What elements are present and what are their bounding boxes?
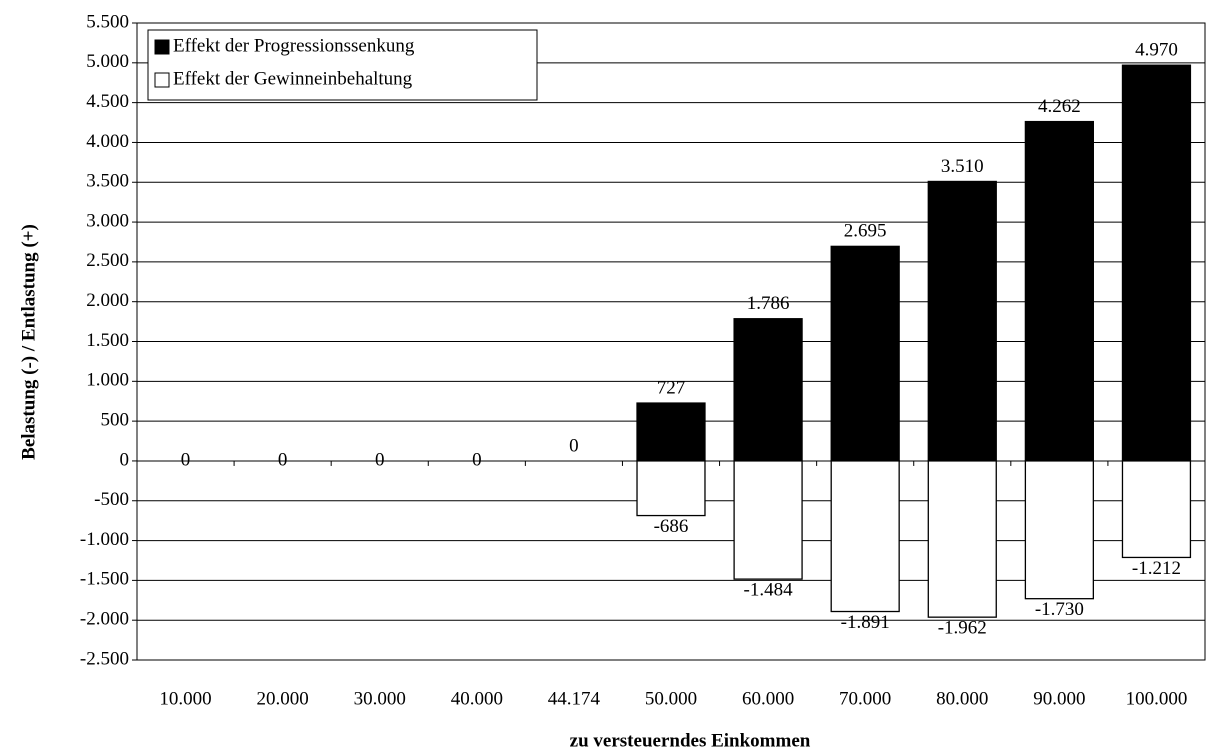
data-label: 0 [278,449,288,470]
data-label: 727 [657,377,686,398]
bar [927,180,997,462]
bar [636,402,706,462]
bar [830,460,900,613]
data-label: 0 [472,449,482,470]
bar [636,460,706,517]
data-label: 3.510 [941,156,984,177]
data-label: 2.695 [844,221,887,242]
data-label: 4.970 [1135,40,1178,61]
y-tick-label: -1.500 [80,569,129,590]
y-tick-label: -2.500 [80,648,129,669]
bar [1024,460,1094,600]
data-label: -1.484 [744,579,794,600]
y-tick-label: 1.000 [86,370,129,391]
y-tick-label: 4.500 [86,91,129,112]
plot-frame [136,22,1206,661]
y-tick-label: 4.000 [86,131,129,152]
data-label: 0 [569,435,579,456]
y-tick-label: -500 [94,489,129,510]
data-label: -1.962 [938,618,987,639]
data-label: 1.786 [747,293,790,314]
x-tick-label: 60.000 [742,688,794,709]
data-label: -1.730 [1035,599,1084,620]
legend-swatch [154,39,170,55]
legend-box [147,29,538,101]
legend-swatch [154,72,170,88]
y-tick-label: 500 [101,409,130,430]
y-tick-label: -2.000 [80,609,129,630]
bar [1024,120,1094,462]
bar [830,245,900,462]
data-label: 4.262 [1038,96,1081,117]
bar [733,460,803,580]
bar [733,318,803,462]
y-axis-title: Belastung (-) / Entlastung (+) [18,224,39,460]
x-tick-label: 30.000 [354,688,406,709]
y-tick-label: 2.000 [86,290,129,311]
x-tick-label: 50.000 [645,688,697,709]
data-label: -686 [654,516,689,537]
y-tick-label: 3.000 [86,210,129,231]
x-tick-label: 80.000 [936,688,988,709]
legend-label: Effekt der Gewinneinbehaltung [173,68,413,89]
x-tick-label: 44.174 [548,688,601,709]
x-tick-label: 10.000 [159,688,211,709]
x-axis-title: zu versteuerndes Einkommen [570,730,811,751]
y-tick-label: -1.000 [80,529,129,550]
data-label: 0 [181,449,191,470]
y-tick-label: 1.500 [86,330,129,351]
y-tick-label: 0 [120,449,130,470]
y-tick-label: 5.500 [86,11,129,32]
x-tick-label: 20.000 [257,688,309,709]
data-label: 0 [375,449,385,470]
x-tick-label: 40.000 [451,688,503,709]
y-tick-label: 5.000 [86,51,129,72]
data-label: -1.891 [841,612,890,633]
y-tick-label: 2.500 [86,250,129,271]
x-tick-label: 70.000 [839,688,891,709]
bar [1121,460,1192,559]
x-tick-label: 100.000 [1126,688,1188,709]
bar [1121,64,1192,462]
bar [927,460,997,618]
data-label: -1.212 [1132,558,1181,579]
y-tick-label: 3.500 [86,171,129,192]
legend-label: Effekt der Progressionssenkung [173,35,415,56]
x-tick-label: 90.000 [1033,688,1085,709]
